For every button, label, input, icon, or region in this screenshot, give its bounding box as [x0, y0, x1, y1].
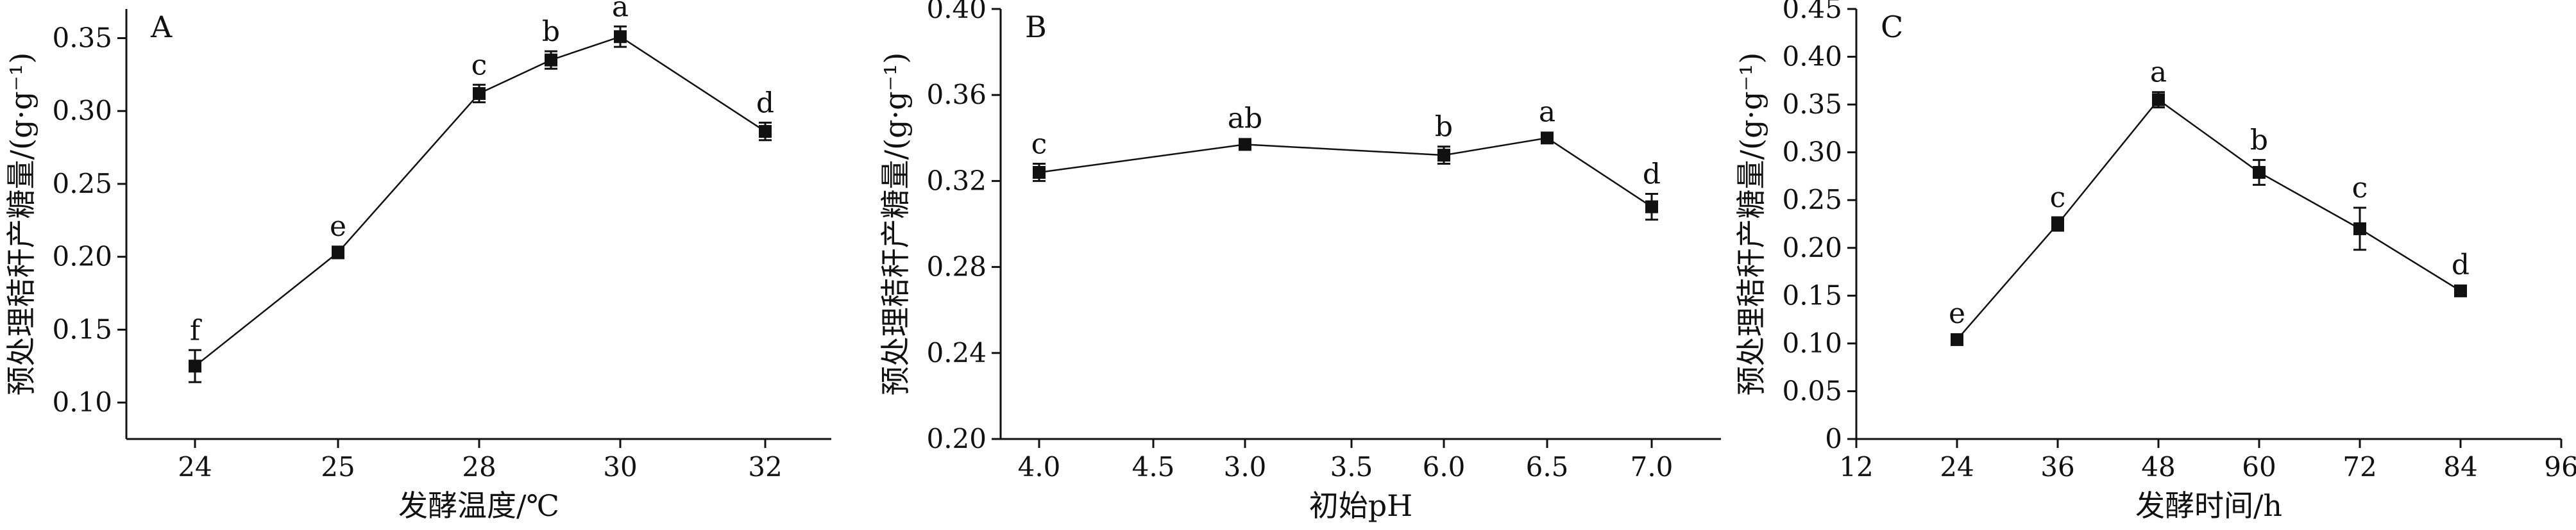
- x-tick-label: 36: [2040, 451, 2074, 483]
- y-tick-label: 0.40: [926, 0, 987, 24]
- significance-label: a: [2150, 56, 2167, 89]
- significance-label: b: [1435, 111, 1453, 144]
- significance-label: f: [190, 314, 202, 347]
- significance-label: c: [471, 49, 487, 81]
- y-tick-label: 0.45: [1782, 0, 1842, 24]
- chart-panel-A: A 0.10 0.15 0.20 0.25 0.30 0.35 24 25 28 30 32 f e c b a…: [4, 0, 831, 523]
- significance-label: e: [1949, 297, 1965, 330]
- chart-panel-C: C 0 0.05 0.10 0.15 0.20 0.25 0.30 0.35 0.40 0.45 12…: [1734, 0, 2576, 523]
- data-point: [2152, 93, 2165, 106]
- y-tick-label: 0.25: [1782, 184, 1842, 215]
- y-tick-label: 0.15: [1782, 279, 1842, 311]
- x-tick-label: 60: [2242, 451, 2276, 483]
- y-tick-label: 0.15: [52, 313, 112, 345]
- y-tick-label: 0.32: [926, 165, 987, 196]
- y-tick-label: 0.24: [926, 337, 987, 369]
- y-tick-label: 0: [1825, 423, 1842, 454]
- x-tick-label: 6.5: [1526, 451, 1569, 483]
- y-tick-label: 0.40: [1782, 41, 1842, 72]
- significance-label: b: [2250, 124, 2268, 157]
- y-axis-title: 预处理秸秆产糖量/(g·g⁻¹): [1734, 53, 1768, 396]
- significance-label: b: [542, 15, 560, 48]
- x-tick-label: 48: [2141, 451, 2175, 483]
- y-tick-label: 0.20: [1782, 232, 1842, 263]
- y-tick-label: 0.30: [52, 95, 112, 126]
- x-tick-label: 6.0: [1423, 451, 1466, 483]
- data-point: [1239, 138, 1251, 151]
- y-axis-title: 预处理秸秆产糖量/(g·g⁻¹): [878, 53, 913, 396]
- data-point: [545, 53, 557, 67]
- x-axis-title: 初始pH: [1309, 488, 1413, 523]
- panel-label: A: [150, 10, 173, 44]
- significance-label: c: [1031, 128, 1047, 161]
- y-tick-label: 0.35: [52, 22, 112, 53]
- y-tick-label: 0.30: [1782, 137, 1842, 168]
- y-tick-label: 0.28: [926, 251, 987, 283]
- x-axis-title: 发酵时间/h: [2135, 488, 2282, 523]
- y-tick-label: 0.05: [1782, 375, 1842, 406]
- y-tick-label: 0.20: [52, 241, 112, 272]
- x-tick-label: 3.5: [1330, 451, 1373, 483]
- data-point: [1541, 131, 1554, 145]
- significance-label: c: [2050, 181, 2066, 214]
- significance-label: a: [1539, 95, 1555, 128]
- significance-label: e: [330, 210, 346, 243]
- y-tick-label: 0.10: [1782, 327, 1842, 359]
- data-point: [1033, 165, 1046, 179]
- data-point: [1645, 200, 1658, 213]
- x-axis-title: 发酵温度/℃: [398, 488, 559, 523]
- x-tick-label: 4.0: [1018, 451, 1061, 483]
- chart-panel-B: B 0.20 0.24 0.28 0.32 0.36 0.40 4.0 4.5 3.0 3.5 6.0…: [878, 0, 1721, 523]
- series-line: [1038, 137, 1652, 208]
- x-tick-label: 30: [603, 451, 637, 483]
- x-tick-label: 3.0: [1224, 451, 1267, 483]
- x-tick-label: 25: [321, 451, 355, 483]
- significance-label: d: [756, 87, 774, 119]
- data-point: [759, 125, 772, 138]
- data-point: [189, 360, 201, 373]
- data-point: [2253, 165, 2266, 179]
- y-tick-label: 0.25: [52, 168, 112, 199]
- significance-label: d: [1643, 158, 1661, 191]
- series-line: [194, 35, 766, 367]
- data-point: [1951, 333, 1963, 346]
- x-tick-label: 72: [2343, 451, 2377, 483]
- y-tick-label: 0.36: [926, 79, 987, 110]
- data-point: [2353, 222, 2366, 235]
- x-tick-label: 24: [1940, 451, 1974, 483]
- y-tick-label: 0.35: [1782, 88, 1842, 120]
- data-point: [2454, 284, 2467, 297]
- significance-label: a: [612, 0, 629, 23]
- significance-label: c: [2352, 172, 2368, 204]
- x-tick-label: 12: [1839, 451, 1873, 483]
- x-tick-label: 4.5: [1132, 451, 1175, 483]
- x-tick-label: 84: [2443, 451, 2477, 483]
- panel-label: B: [1025, 10, 1047, 44]
- y-tick-label: 0.10: [52, 386, 112, 418]
- significance-label: d: [2452, 249, 2470, 281]
- x-tick-label: 28: [462, 451, 496, 483]
- y-axis-title: 预处理秸秆产糖量/(g·g⁻¹): [4, 53, 38, 396]
- series-line: [1956, 98, 2461, 340]
- data-point: [614, 30, 627, 44]
- x-tick-label: 7.0: [1631, 451, 1674, 483]
- x-tick-label: 96: [2544, 451, 2576, 483]
- significance-label: ab: [1228, 102, 1262, 135]
- data-point: [332, 245, 344, 259]
- data-point: [473, 87, 486, 100]
- x-tick-label: 32: [748, 451, 782, 483]
- data-point: [1437, 149, 1450, 162]
- y-tick-label: 0.20: [926, 423, 987, 454]
- panel-label: C: [1881, 10, 1903, 44]
- data-point: [2051, 217, 2064, 231]
- x-tick-label: 24: [178, 451, 212, 483]
